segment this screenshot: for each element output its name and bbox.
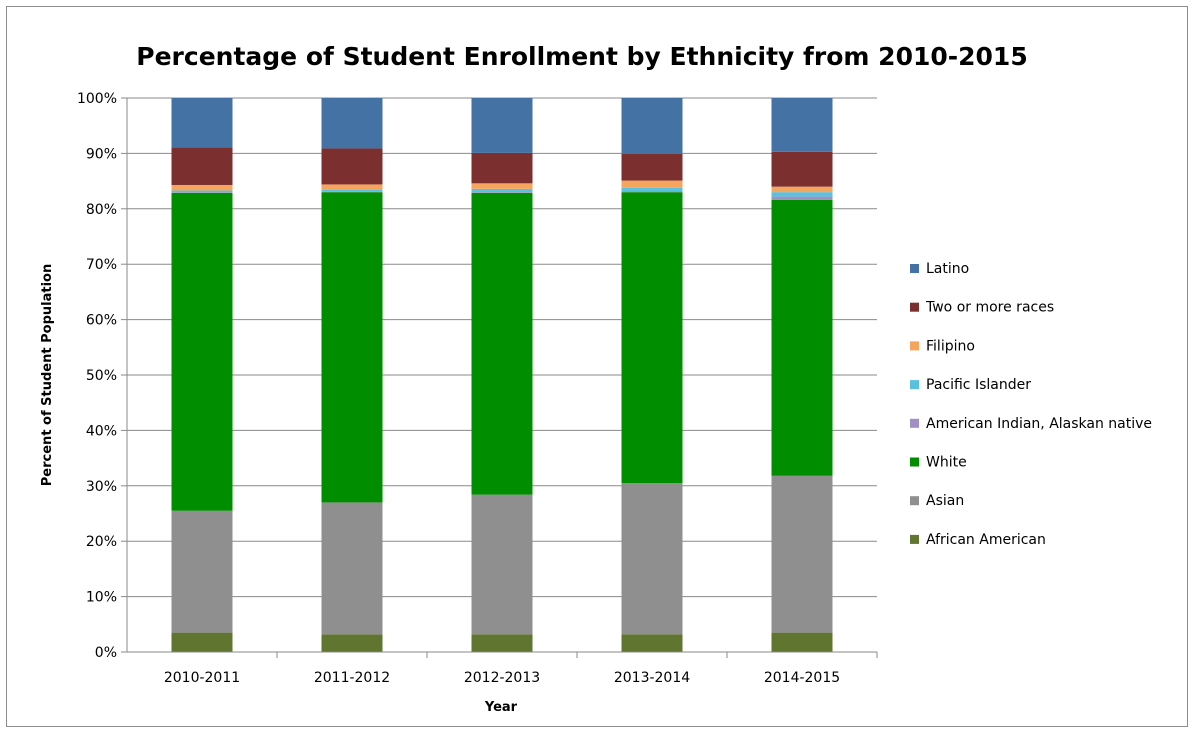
axes bbox=[121, 97, 878, 658]
bar-segment-pacific-islander bbox=[621, 187, 683, 192]
y-tick-labels: 0% 10% 20% 30% 40% 50% 60% 70% 80% 90% 100% bbox=[77, 91, 117, 661]
bar-segment-filipino bbox=[771, 186, 833, 193]
legend-swatch bbox=[910, 302, 919, 312]
bar-segment-latino bbox=[471, 98, 533, 153]
bar-segment-asian bbox=[621, 483, 683, 635]
y-tick-label: 50% bbox=[86, 368, 117, 384]
x-tick-label: 2011-2012 bbox=[314, 670, 390, 686]
x-tick-label: 2013-2014 bbox=[614, 670, 690, 686]
bar-segment-pacific-islander bbox=[771, 192, 833, 197]
x-tick-label: 2010-2011 bbox=[164, 670, 240, 686]
legend-label: American Indian, Alaskan native bbox=[926, 416, 1152, 432]
legend-label: African American bbox=[926, 532, 1046, 548]
legend: Latino Two or more races Filipino Pacific I… bbox=[910, 261, 1152, 548]
x-tick-label: 2012-2013 bbox=[464, 670, 540, 686]
bar-segment-filipino bbox=[471, 183, 533, 189]
bar-segment-american-indian-alaskan-native bbox=[471, 192, 533, 193]
bar-segment-african-american bbox=[771, 632, 833, 652]
legend-swatch bbox=[910, 534, 919, 544]
bar-segment-pacific-islander bbox=[321, 189, 383, 192]
legend-label: Latino bbox=[926, 261, 969, 277]
bar-segment-latino bbox=[771, 98, 833, 152]
bar-segment-two-or-more-races bbox=[171, 147, 233, 185]
legend-swatch bbox=[910, 264, 919, 273]
legend-swatch bbox=[910, 496, 919, 506]
bar-segment-two-or-more-races bbox=[621, 153, 683, 181]
bar-segment-pacific-islander bbox=[471, 188, 533, 193]
bar-segment-asian bbox=[171, 510, 233, 633]
bar-segment-filipino bbox=[171, 184, 233, 191]
legend-label: Pacific Islander bbox=[926, 377, 1031, 393]
chart-frame: Percentage of Student Enrollment by Ethn… bbox=[6, 6, 1188, 727]
bar-segment-white bbox=[471, 192, 533, 495]
bar-segment-asian bbox=[771, 475, 833, 633]
bar-segment-two-or-more-races bbox=[321, 148, 383, 185]
y-tick-label: 90% bbox=[86, 146, 117, 162]
bar-segment-filipino bbox=[321, 184, 383, 190]
bar-segment-african-american bbox=[471, 634, 533, 652]
legend-swatch bbox=[910, 457, 919, 467]
y-tick-label: 10% bbox=[86, 590, 117, 606]
x-tick-label: 2014-2015 bbox=[764, 670, 840, 686]
bar-segment-latino bbox=[171, 98, 233, 148]
legend-swatch bbox=[910, 418, 919, 428]
legend-swatch bbox=[910, 380, 919, 390]
y-tick-label: 30% bbox=[86, 479, 117, 495]
bar-segment-latino bbox=[321, 98, 383, 149]
legend-label: Filipino bbox=[926, 338, 975, 354]
y-tick-label: 80% bbox=[86, 202, 117, 218]
legend-swatch bbox=[910, 341, 919, 351]
legend-label: Asian bbox=[926, 493, 964, 509]
y-tick-label: 70% bbox=[86, 257, 117, 273]
bar-segment-two-or-more-races bbox=[471, 152, 533, 184]
y-tick-label: 0% bbox=[95, 645, 117, 661]
y-axis-title: Percent of Student Population bbox=[40, 264, 55, 486]
bar-segment-two-or-more-races bbox=[771, 151, 833, 187]
bar-segment-white bbox=[621, 192, 683, 484]
bar-segment-american-indian-alaskan-native bbox=[621, 191, 683, 193]
chart-svg: Percentage of Student Enrollment by Ethn… bbox=[40, 42, 1152, 715]
bar-segment-asian bbox=[321, 502, 383, 635]
bar-segment-latino bbox=[621, 98, 683, 154]
y-tick-label: 20% bbox=[86, 534, 117, 550]
bar-segment-african-american bbox=[621, 634, 683, 652]
bar-segment-filipino bbox=[621, 180, 683, 188]
bar-segment-white bbox=[321, 192, 383, 503]
legend-label: Two or more races bbox=[925, 300, 1054, 316]
bar-segment-white bbox=[171, 192, 233, 511]
legend-label: White bbox=[926, 455, 967, 471]
bars bbox=[171, 98, 833, 652]
bar-segment-american-indian-alaskan-native bbox=[171, 192, 233, 193]
bar-segment-american-indian-alaskan-native bbox=[321, 191, 383, 193]
bar-segment-american-indian-alaskan-native bbox=[771, 196, 833, 200]
bar-segment-african-american bbox=[171, 632, 233, 652]
x-axis-title: Year bbox=[484, 700, 518, 715]
bar-segment-asian bbox=[471, 494, 533, 635]
y-tick-label: 100% bbox=[77, 91, 117, 107]
bar-segment-white bbox=[771, 199, 833, 476]
bar-segment-pacific-islander bbox=[171, 190, 233, 193]
x-tick-labels: 2010-2011 2011-2012 2012-2013 2013-2014 2014… bbox=[164, 670, 840, 686]
chart-title: Percentage of Student Enrollment by Ethn… bbox=[136, 42, 1027, 71]
y-tick-label: 40% bbox=[86, 423, 117, 439]
y-tick-label: 60% bbox=[86, 313, 117, 329]
bar-segment-african-american bbox=[321, 634, 383, 652]
